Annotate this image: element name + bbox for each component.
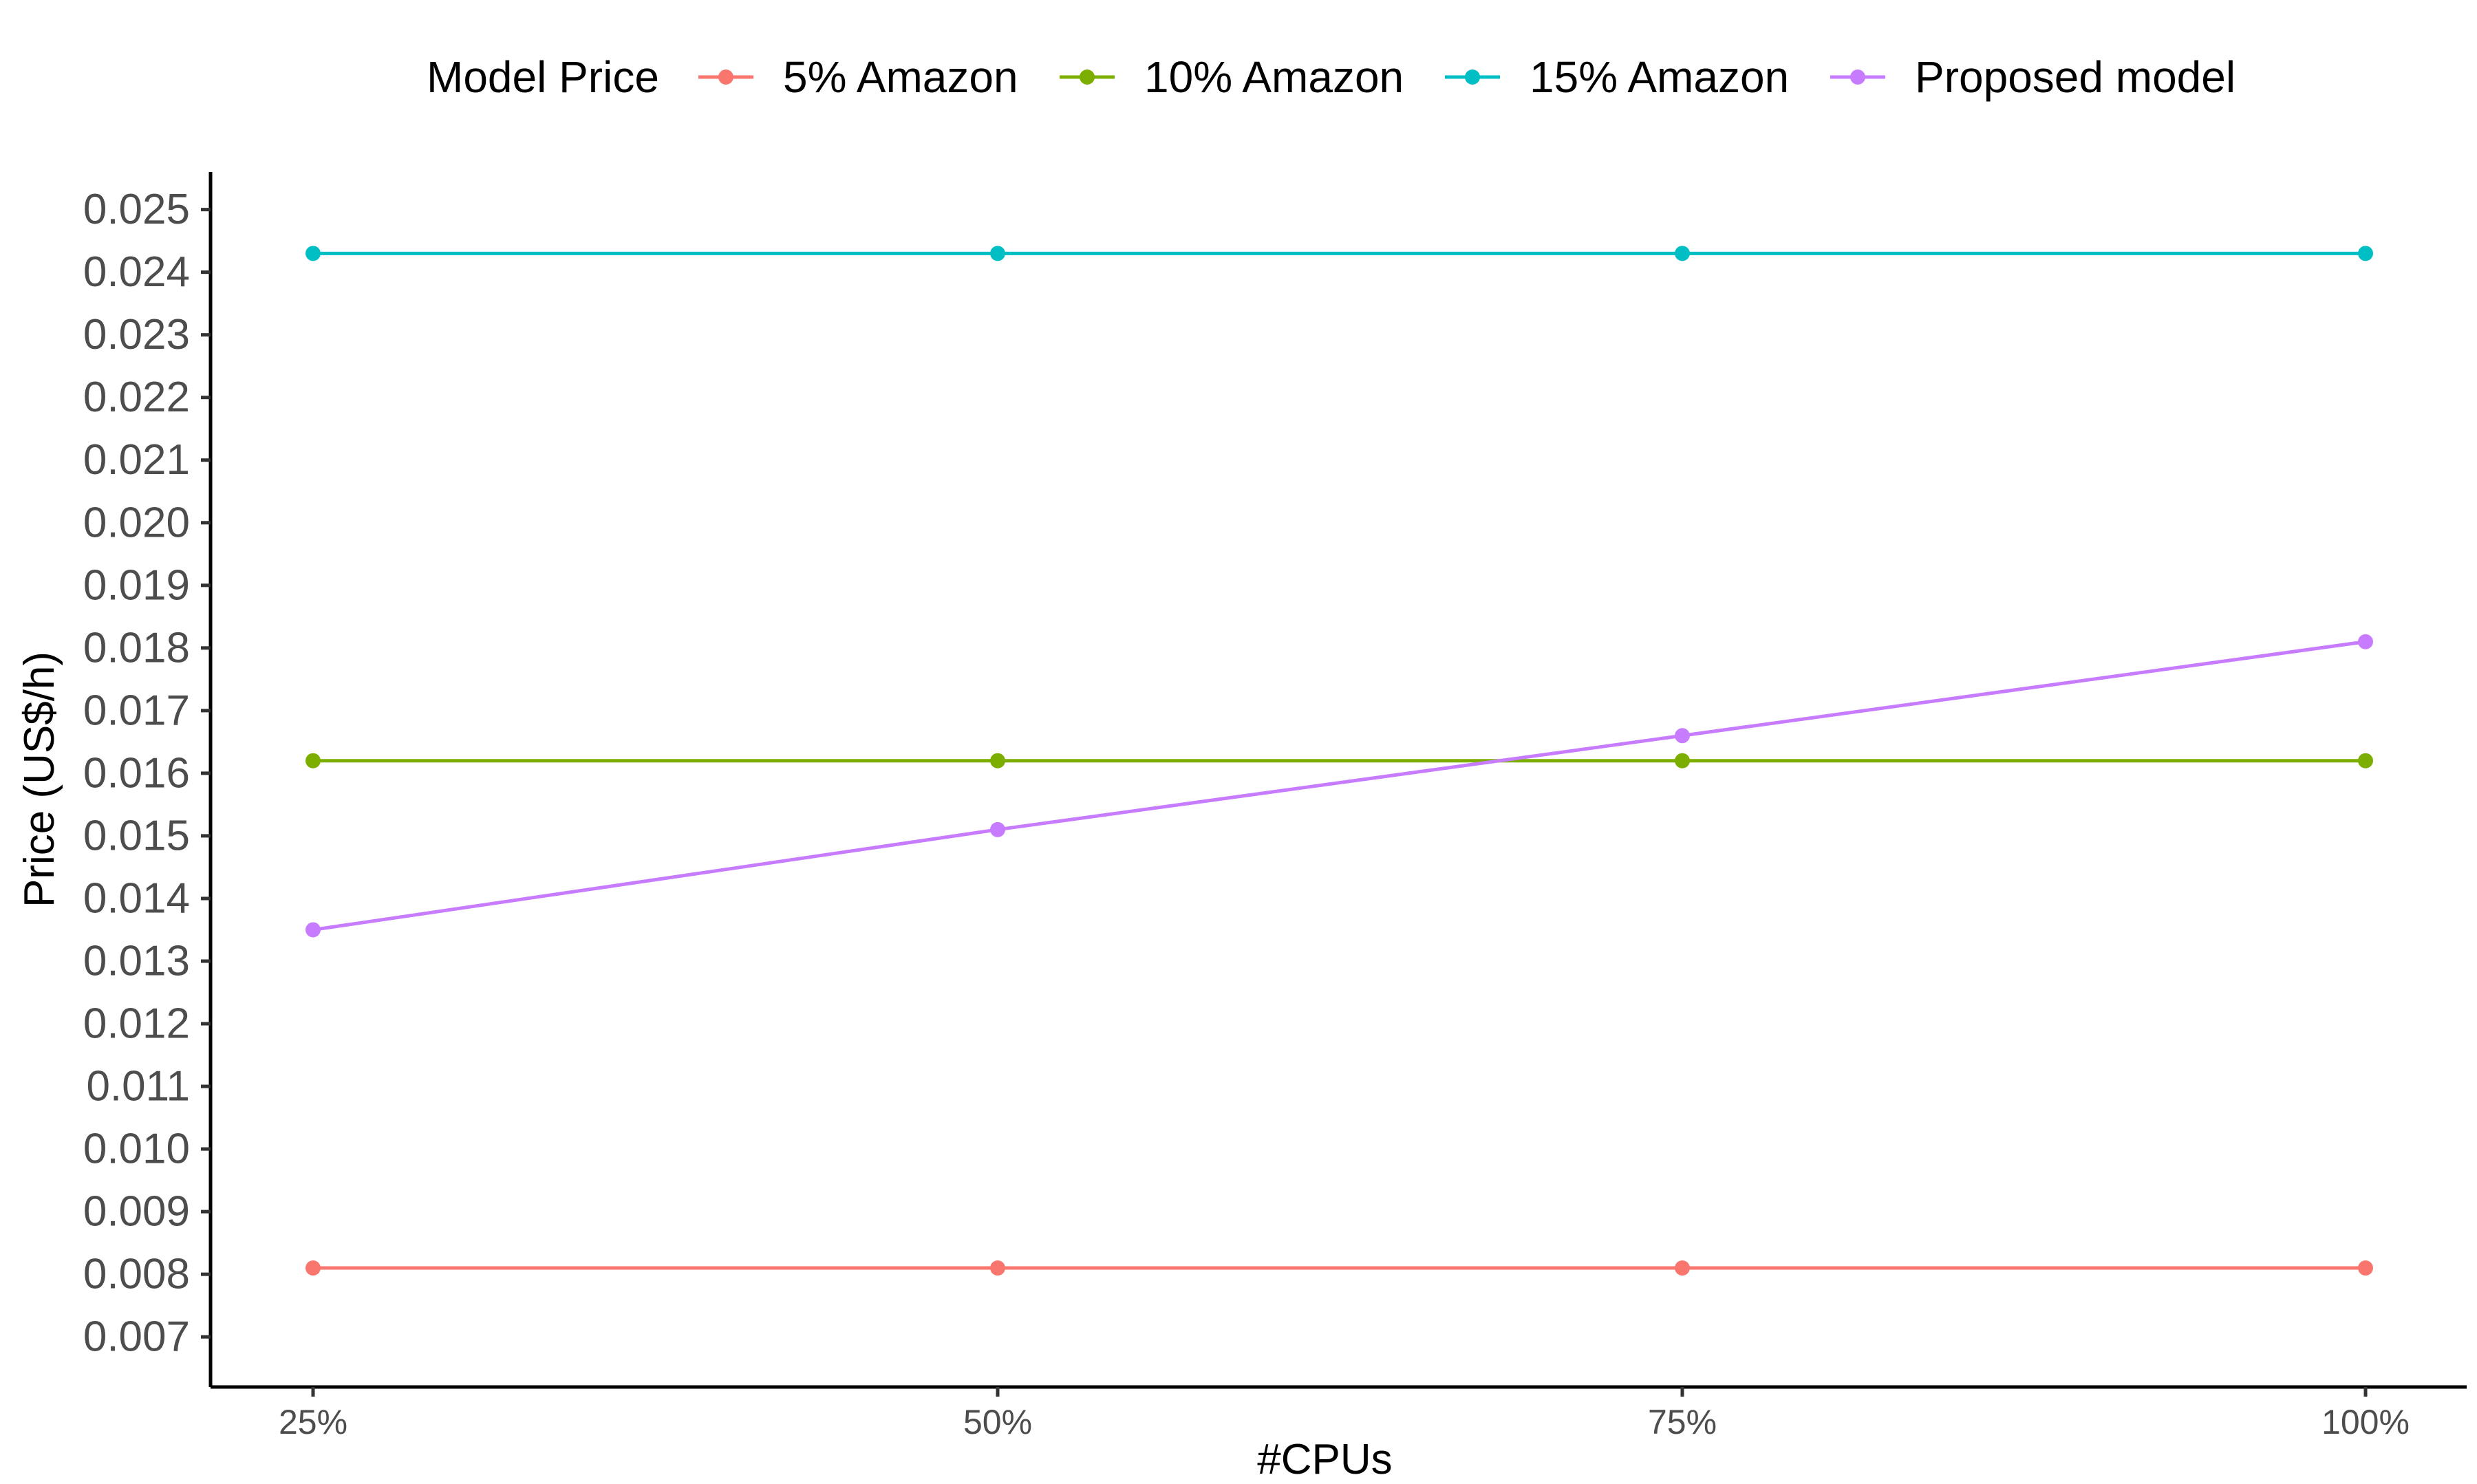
legend-item-10-amazon: 10% Amazon [1060, 52, 1404, 102]
legend-key-point [1850, 69, 1865, 85]
data-point [1675, 246, 1690, 261]
y-tick-label: 0.022 [83, 374, 190, 421]
y-tick-label: 0.024 [83, 248, 190, 296]
series-line [312, 640, 2366, 932]
legend-label: 5% Amazon [783, 52, 1018, 102]
x-tick-label: 75% [1648, 1403, 1717, 1441]
data-point [2358, 1260, 2373, 1276]
x-tick-label: 25% [279, 1403, 347, 1441]
legend-item-5-amazon: 5% Amazon [698, 52, 1018, 102]
y-tick-label: 0.007 [83, 1313, 190, 1361]
data-point [305, 753, 321, 768]
x-tick-label: 100% [2321, 1403, 2410, 1441]
data-point [990, 753, 1005, 768]
y-tick-label: 0.008 [83, 1251, 190, 1298]
data-point [990, 1260, 1005, 1276]
y-tick-label: 0.011 [86, 1063, 190, 1110]
y-tick-label: 0.021 [83, 436, 190, 484]
legend-item-proposed-model: Proposed model [1830, 52, 2235, 102]
x-axis-ticks: 25% 50% 75% 100% [279, 1387, 2410, 1441]
axes [208, 172, 2467, 1389]
y-tick-label: 0.012 [83, 1000, 190, 1048]
y-axis-title: Price (US$/h) [16, 652, 63, 907]
plot-series [305, 246, 2373, 1276]
y-tick-label: 0.015 [83, 812, 190, 859]
y-axis-ticks: 0.007 0.008 0.009 0.010 0.011 0.012 0.013 0.014… [83, 186, 211, 1361]
legend-label: 10% Amazon [1144, 52, 1404, 102]
legend-title: Model Price [427, 52, 659, 102]
legend-item-15-amazon: 15% Amazon [1445, 52, 1789, 102]
y-tick-label: 0.020 [83, 499, 190, 546]
data-point [305, 922, 321, 938]
data-point [1675, 728, 1690, 744]
legend-key-point [718, 69, 733, 85]
y-tick-label: 0.019 [83, 561, 190, 609]
legend-key-point [1465, 69, 1480, 85]
y-tick-label: 0.014 [83, 874, 190, 922]
series-5-amazon [305, 1260, 2373, 1276]
y-tick-label: 0.013 [83, 937, 190, 985]
series-15-amazon [305, 246, 2373, 261]
data-point [305, 1260, 321, 1276]
data-point [305, 246, 321, 261]
data-point [1675, 1260, 1690, 1276]
data-point [2358, 634, 2373, 649]
y-tick-label: 0.016 [83, 749, 190, 797]
data-point [2358, 753, 2373, 768]
legend: Model Price 5% Amazon 10% Amazon 15% Amazo… [427, 52, 2235, 102]
y-tick-label: 0.010 [83, 1126, 190, 1173]
legend-label: 15% Amazon [1530, 52, 1789, 102]
series-10-amazon [305, 753, 2373, 768]
y-tick-label: 0.018 [83, 624, 190, 671]
data-point [990, 821, 1005, 837]
data-point [990, 246, 1005, 261]
legend-key-point [1080, 69, 1095, 85]
data-point [2358, 246, 2373, 261]
y-tick-label: 0.025 [83, 186, 190, 233]
y-tick-label: 0.023 [83, 311, 190, 358]
series-proposed-model [305, 634, 2373, 938]
x-tick-label: 50% [963, 1403, 1032, 1441]
y-tick-label: 0.009 [83, 1188, 190, 1236]
legend-label: Proposed model [1915, 52, 2235, 102]
data-point [1675, 753, 1690, 768]
x-axis-title: #CPUs [1257, 1436, 1392, 1483]
y-tick-label: 0.017 [83, 687, 190, 734]
